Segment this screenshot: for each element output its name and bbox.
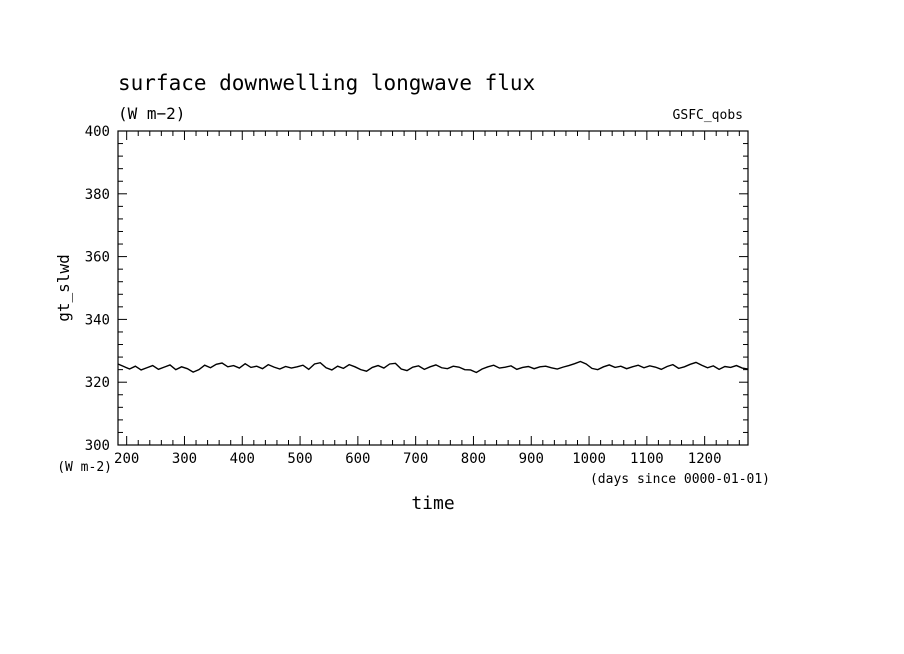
- x-tick-label: 800: [461, 451, 486, 467]
- x-tick-label: 1000: [572, 451, 606, 467]
- x-tick-label: 1100: [630, 451, 664, 467]
- y-tick-labels: 300 320 340 360 380 400: [85, 124, 110, 454]
- y-tick-label: 380: [85, 187, 110, 203]
- y-tick-label: 360: [85, 250, 110, 266]
- x-tick-label: 200: [114, 451, 139, 467]
- x-axis-units: (days since 0000-01-01): [590, 472, 770, 487]
- y-tick-label: 300: [85, 438, 110, 454]
- x-tick-label: 400: [230, 451, 255, 467]
- y-tick-label: 400: [85, 124, 110, 140]
- x-tick-label: 1200: [688, 451, 722, 467]
- x-tick-label: 300: [172, 451, 197, 467]
- chart-title: surface downwelling longwave flux: [118, 71, 535, 95]
- y-tick-label: 320: [85, 375, 110, 391]
- series-line: [117, 360, 749, 374]
- plot-frame: [117, 130, 749, 446]
- x-tick-label: 900: [519, 451, 544, 467]
- y-axis-label: gt_slwd: [54, 254, 73, 321]
- x-tick-label: 500: [287, 451, 312, 467]
- chart-subtitle: (W m−2): [118, 104, 185, 123]
- x-tick-labels: 200 300 400 500 600 700 800 900 1000 1100 1200: [114, 451, 721, 467]
- x-axis-label: time: [411, 493, 454, 514]
- axis-ticks: [118, 130, 748, 446]
- y-axis-units: (W m-2): [57, 460, 112, 475]
- x-tick-label: 600: [345, 451, 370, 467]
- x-tick-label: 700: [403, 451, 428, 467]
- y-tick-label: 340: [85, 312, 110, 328]
- source-label: GSFC_qobs: [673, 108, 743, 123]
